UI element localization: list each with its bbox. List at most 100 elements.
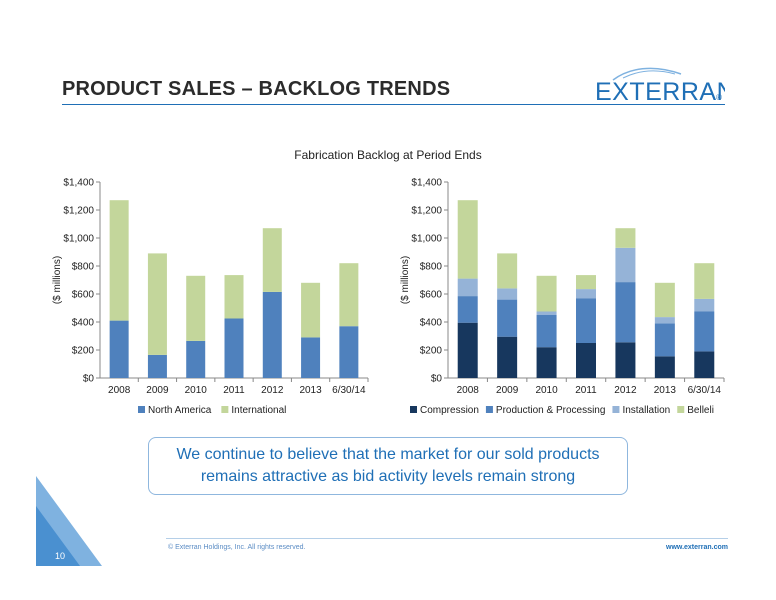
bar-segment-production-processing	[615, 282, 636, 343]
bar-segment-compression	[615, 342, 636, 378]
y-tick-label: $1,000	[63, 234, 94, 245]
x-tick-label: 2012	[261, 385, 284, 396]
y-tick-label: $600	[420, 290, 443, 301]
y-tick-label: $1,000	[411, 234, 442, 245]
legend-swatch	[221, 406, 229, 413]
x-tick-label: 6/30/14	[688, 385, 722, 396]
bar-segment-international	[301, 282, 321, 338]
left-backlog-chart: $0 $200 $400 $600 $800 $1,000 $1,200 $1,400 ($ m…	[52, 178, 369, 416]
y-axis-label: ($ millions)	[400, 256, 411, 304]
corner-triangle-decoration	[36, 476, 102, 566]
legend-label: Belleli	[687, 405, 714, 416]
bar-segment-production-processing	[576, 298, 596, 343]
bar-segment-north-america	[186, 340, 206, 378]
bar-segment-production-processing	[536, 315, 557, 348]
bar-segment-international	[147, 253, 167, 355]
y-tick-label: $800	[72, 262, 95, 273]
bar-segment-international	[262, 228, 282, 292]
legend-swatch	[410, 406, 417, 413]
bar-segment-compression	[694, 351, 715, 378]
bar-segment-production-processing	[694, 311, 715, 352]
x-tick-label: 2008	[108, 385, 131, 396]
bar-segment-belleli	[615, 228, 636, 248]
bar-segment-compression	[536, 347, 557, 378]
svg-text:EXTERRAN: EXTERRAN	[595, 78, 725, 106]
svg-text:®: ®	[716, 93, 722, 102]
bar-segment-belleli	[457, 200, 478, 279]
bar-segment-international	[224, 275, 244, 319]
y-tick-label: $800	[420, 262, 443, 273]
bar-segment-belleli	[654, 282, 675, 318]
legend-label: North America	[148, 405, 212, 416]
legend-label: International	[231, 405, 286, 416]
bar-segment-installation	[576, 289, 596, 299]
bar-segment-installation	[694, 298, 715, 312]
y-tick-label: $0	[83, 374, 95, 385]
y-tick-label: $1,400	[411, 178, 442, 189]
legend-label: Production & Processing	[496, 405, 606, 416]
x-tick-label: 2009	[496, 385, 519, 396]
bar-segment-north-america	[224, 318, 244, 378]
bar-segment-compression	[457, 322, 478, 378]
bar-segment-compression	[576, 343, 596, 378]
y-axis-label: ($ millions)	[52, 256, 63, 304]
exterran-logo: EXTERRAN ®	[595, 66, 735, 113]
bar-segment-belleli	[497, 253, 518, 289]
legend-swatch	[485, 406, 493, 413]
legend-swatch	[612, 406, 620, 413]
y-tick-label: $400	[72, 318, 95, 329]
bar-segment-north-america	[109, 320, 129, 378]
y-tick-label: $400	[420, 318, 443, 329]
bar-segment-installation	[536, 311, 557, 315]
bar-segment-installation	[654, 317, 675, 324]
bar-segment-compression	[497, 336, 518, 378]
y-tick-label: $1,400	[63, 178, 94, 189]
legend-label: Compression	[420, 405, 479, 416]
x-tick-label: 2013	[654, 385, 677, 396]
title-divider	[62, 104, 725, 105]
bar-segment-international	[186, 275, 206, 341]
x-tick-label: 2010	[535, 385, 558, 396]
x-tick-label: 2008	[457, 385, 480, 396]
bar-segment-installation	[457, 278, 478, 297]
copyright-text: © Exterran Holdings, Inc. All rights res…	[168, 544, 306, 551]
page-number: 10	[55, 551, 66, 561]
bar-segment-production-processing	[457, 296, 478, 323]
x-tick-label: 2011	[575, 385, 597, 396]
bar-segment-installation	[497, 288, 518, 300]
bar-segment-belleli	[536, 275, 557, 312]
callout-box: We continue to believe that the market f…	[148, 437, 628, 495]
x-tick-label: 2011	[223, 385, 245, 396]
y-tick-label: $600	[72, 290, 95, 301]
x-tick-label: 6/30/14	[332, 385, 366, 396]
x-tick-label: 2012	[614, 385, 637, 396]
bar-segment-compression	[654, 356, 675, 378]
bar-segment-international	[109, 200, 129, 321]
bar-segment-belleli	[694, 263, 715, 299]
bar-segment-north-america	[339, 326, 359, 378]
y-tick-label: $0	[431, 374, 443, 385]
website-link[interactable]: www.exterran.com	[666, 544, 728, 551]
footer-divider	[166, 538, 728, 539]
x-tick-label: 2010	[185, 385, 208, 396]
bar-segment-belleli	[576, 275, 596, 290]
bar-segment-production-processing	[654, 323, 675, 357]
chart-title: Fabrication Backlog at Period Ends	[294, 148, 482, 162]
y-tick-label: $1,200	[411, 206, 442, 217]
x-tick-label: 2013	[299, 385, 322, 396]
y-tick-label: $200	[420, 346, 443, 357]
y-tick-label: $200	[72, 346, 95, 357]
right-backlog-chart: $0 $200 $400 $600 $800 $1,000 $1,200 $1,400 ($ m…	[400, 178, 725, 416]
bar-segment-north-america	[262, 291, 282, 378]
bar-segment-production-processing	[497, 299, 518, 337]
legend-swatch	[138, 406, 145, 413]
bar-segment-north-america	[147, 354, 167, 378]
bar-segment-international	[339, 263, 359, 327]
legend-swatch	[677, 406, 685, 413]
legend-label: Installation	[622, 405, 670, 416]
bar-segment-installation	[615, 247, 636, 283]
x-tick-label: 2009	[146, 385, 169, 396]
logo-swoosh-icon	[612, 67, 682, 81]
y-tick-label: $1,200	[63, 206, 94, 217]
page-title: PRODUCT SALES – BACKLOG TRENDS	[62, 78, 451, 100]
